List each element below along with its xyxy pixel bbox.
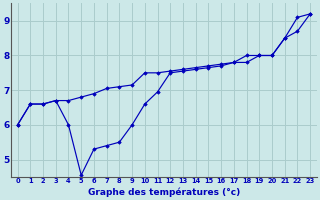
X-axis label: Graphe des températures (°c): Graphe des températures (°c) — [88, 187, 240, 197]
